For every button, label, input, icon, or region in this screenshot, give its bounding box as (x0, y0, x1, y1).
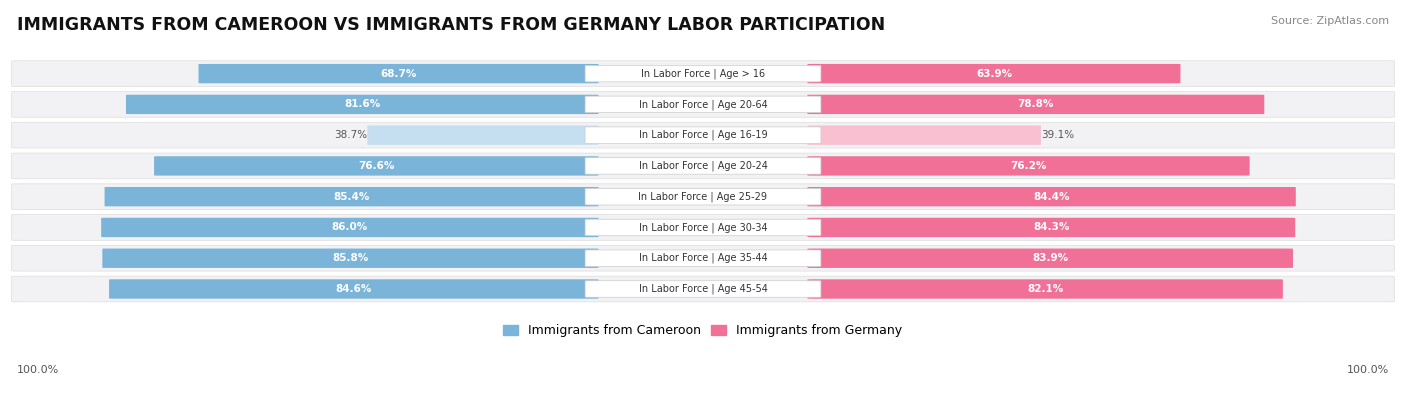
FancyBboxPatch shape (585, 158, 821, 174)
Text: 100.0%: 100.0% (17, 365, 59, 375)
Text: 84.4%: 84.4% (1033, 192, 1070, 202)
Text: 76.2%: 76.2% (1011, 161, 1046, 171)
FancyBboxPatch shape (585, 219, 821, 236)
Text: 100.0%: 100.0% (1347, 365, 1389, 375)
FancyBboxPatch shape (807, 126, 1040, 145)
FancyBboxPatch shape (807, 187, 1296, 206)
Text: In Labor Force | Age 25-29: In Labor Force | Age 25-29 (638, 192, 768, 202)
FancyBboxPatch shape (585, 250, 821, 267)
FancyBboxPatch shape (198, 64, 599, 83)
FancyBboxPatch shape (103, 248, 599, 268)
Text: In Labor Force | Age 30-34: In Labor Force | Age 30-34 (638, 222, 768, 233)
FancyBboxPatch shape (807, 156, 1250, 176)
Text: 85.4%: 85.4% (333, 192, 370, 202)
FancyBboxPatch shape (11, 276, 1395, 302)
FancyBboxPatch shape (11, 61, 1395, 87)
Text: 84.6%: 84.6% (336, 284, 373, 294)
FancyBboxPatch shape (585, 188, 821, 205)
FancyBboxPatch shape (807, 218, 1295, 237)
Text: In Labor Force | Age 35-44: In Labor Force | Age 35-44 (638, 253, 768, 263)
FancyBboxPatch shape (807, 279, 1282, 299)
FancyBboxPatch shape (11, 92, 1395, 117)
FancyBboxPatch shape (585, 96, 821, 113)
FancyBboxPatch shape (11, 245, 1395, 271)
FancyBboxPatch shape (367, 126, 599, 145)
FancyBboxPatch shape (101, 218, 599, 237)
FancyBboxPatch shape (127, 95, 599, 114)
Text: 39.1%: 39.1% (1040, 130, 1074, 140)
Text: In Labor Force | Age 45-54: In Labor Force | Age 45-54 (638, 284, 768, 294)
FancyBboxPatch shape (585, 281, 821, 297)
Text: 68.7%: 68.7% (381, 69, 416, 79)
Text: In Labor Force | Age > 16: In Labor Force | Age > 16 (641, 68, 765, 79)
FancyBboxPatch shape (11, 214, 1395, 240)
Text: 85.8%: 85.8% (332, 253, 368, 263)
Text: 82.1%: 82.1% (1026, 284, 1063, 294)
FancyBboxPatch shape (11, 184, 1395, 210)
FancyBboxPatch shape (585, 65, 821, 82)
FancyBboxPatch shape (104, 187, 599, 206)
Text: 38.7%: 38.7% (335, 130, 367, 140)
Text: Source: ZipAtlas.com: Source: ZipAtlas.com (1271, 16, 1389, 26)
FancyBboxPatch shape (11, 122, 1395, 148)
FancyBboxPatch shape (11, 153, 1395, 179)
Text: 81.6%: 81.6% (344, 100, 381, 109)
Text: In Labor Force | Age 20-64: In Labor Force | Age 20-64 (638, 99, 768, 110)
FancyBboxPatch shape (155, 156, 599, 176)
FancyBboxPatch shape (807, 95, 1264, 114)
FancyBboxPatch shape (807, 64, 1181, 83)
Text: IMMIGRANTS FROM CAMEROON VS IMMIGRANTS FROM GERMANY LABOR PARTICIPATION: IMMIGRANTS FROM CAMEROON VS IMMIGRANTS F… (17, 16, 886, 34)
FancyBboxPatch shape (807, 248, 1294, 268)
Text: In Labor Force | Age 16-19: In Labor Force | Age 16-19 (638, 130, 768, 140)
FancyBboxPatch shape (585, 127, 821, 143)
Text: 76.6%: 76.6% (359, 161, 395, 171)
Text: 78.8%: 78.8% (1018, 100, 1054, 109)
Text: 83.9%: 83.9% (1032, 253, 1069, 263)
FancyBboxPatch shape (110, 279, 599, 299)
Text: 86.0%: 86.0% (332, 222, 368, 233)
Text: 63.9%: 63.9% (976, 69, 1012, 79)
Text: In Labor Force | Age 20-24: In Labor Force | Age 20-24 (638, 161, 768, 171)
Text: 84.3%: 84.3% (1033, 222, 1070, 233)
Legend: Immigrants from Cameroon, Immigrants from Germany: Immigrants from Cameroon, Immigrants fro… (499, 320, 907, 342)
